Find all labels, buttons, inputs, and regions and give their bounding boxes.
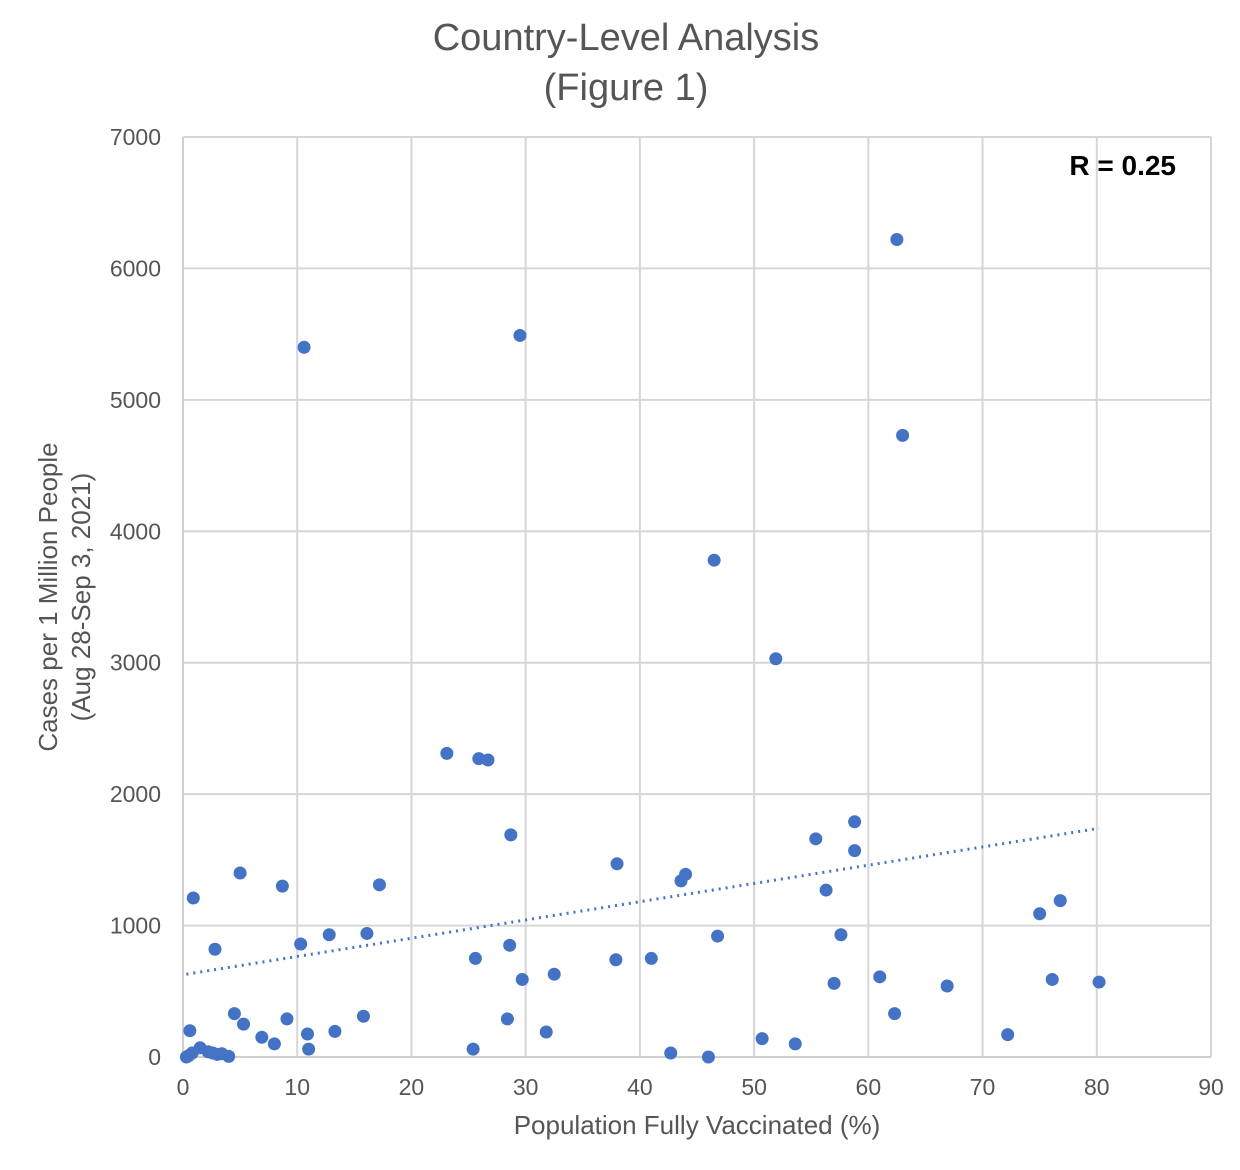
data-points	[179, 233, 1106, 1064]
data-point	[644, 951, 658, 965]
x-axis-ticks: 0 10 20 30 40 50 60 70 80 90	[177, 1074, 1224, 1100]
data-point	[888, 1007, 902, 1021]
y-tick-label: 6000	[110, 255, 161, 281]
chart-title: Country-Level Analysis	[433, 17, 820, 59]
data-point	[328, 1024, 342, 1038]
chart-subtitle: (Figure 1)	[544, 67, 709, 109]
y-tick-label: 3000	[110, 650, 161, 676]
y-tick-label: 1000	[110, 913, 161, 939]
x-tick-label: 90	[1198, 1074, 1224, 1100]
x-tick-label: 0	[177, 1074, 190, 1100]
data-point	[280, 1012, 294, 1026]
data-point	[481, 753, 495, 767]
data-point	[1092, 975, 1106, 989]
x-tick-label: 70	[970, 1074, 996, 1100]
data-point	[896, 428, 910, 442]
y-tick-label: 7000	[110, 124, 161, 150]
data-point	[186, 891, 200, 905]
x-tick-label: 40	[627, 1074, 653, 1100]
x-tick-label: 20	[399, 1074, 425, 1100]
x-tick-label: 30	[513, 1074, 539, 1100]
data-point	[769, 652, 783, 666]
data-point	[609, 953, 623, 967]
gridlines	[182, 136, 1212, 1058]
data-point	[322, 928, 336, 942]
data-point	[372, 878, 386, 892]
y-tick-label: 0	[148, 1044, 161, 1070]
x-tick-label: 60	[856, 1074, 882, 1100]
data-point	[515, 972, 529, 986]
data-point	[360, 926, 374, 940]
data-point	[356, 1009, 370, 1023]
data-point	[701, 1050, 715, 1064]
data-point	[1001, 1028, 1015, 1042]
data-point	[788, 1037, 802, 1051]
data-point	[539, 1025, 553, 1039]
data-point	[940, 979, 954, 993]
data-point	[503, 938, 517, 952]
data-point	[755, 1032, 769, 1046]
y-tick-label: 4000	[110, 518, 161, 544]
data-point	[294, 937, 308, 951]
data-point	[302, 1042, 316, 1056]
data-point	[466, 1042, 480, 1056]
data-point	[275, 879, 289, 893]
data-point	[547, 967, 561, 981]
x-axis-label: Population Fully Vaccinated (%)	[514, 1110, 881, 1140]
trendline	[186, 826, 1100, 976]
data-point	[664, 1046, 678, 1060]
data-point	[827, 976, 841, 990]
y-tick-label: 5000	[110, 387, 161, 413]
data-point	[208, 942, 222, 956]
data-point	[301, 1027, 315, 1041]
data-point	[848, 815, 862, 829]
data-point	[711, 929, 725, 943]
data-point	[890, 233, 904, 247]
x-tick-label: 50	[741, 1074, 767, 1100]
data-point	[1045, 972, 1059, 986]
correlation-annotation: R = 0.25	[1069, 150, 1176, 181]
data-point	[255, 1030, 269, 1044]
data-point	[227, 1007, 241, 1021]
data-point	[183, 1024, 197, 1038]
data-point	[809, 832, 823, 846]
data-point	[848, 844, 862, 858]
data-point	[834, 928, 848, 942]
y-axis-ticks: 0 1000 2000 3000 4000 5000 6000 7000	[110, 124, 161, 1070]
x-tick-label: 80	[1084, 1074, 1110, 1100]
y-tick-label: 2000	[110, 781, 161, 807]
data-point	[500, 1012, 514, 1026]
data-point	[610, 857, 624, 871]
data-point	[819, 883, 833, 897]
data-point	[297, 340, 311, 354]
data-point	[873, 970, 887, 984]
data-point	[504, 828, 518, 842]
data-point	[237, 1017, 251, 1031]
data-point	[440, 746, 454, 760]
y-axis-label-line2: (Aug 28-Sep 3, 2021)	[66, 473, 96, 722]
data-point	[707, 553, 721, 567]
data-point	[1053, 894, 1067, 908]
y-axis-label-line1: Cases per 1 Million People	[33, 442, 63, 751]
data-point	[233, 866, 247, 880]
data-point	[468, 951, 482, 965]
data-point	[222, 1049, 236, 1063]
x-tick-label: 10	[284, 1074, 310, 1100]
data-point	[1033, 907, 1047, 921]
data-point	[679, 867, 693, 881]
data-point	[267, 1037, 281, 1051]
data-point	[513, 328, 527, 342]
